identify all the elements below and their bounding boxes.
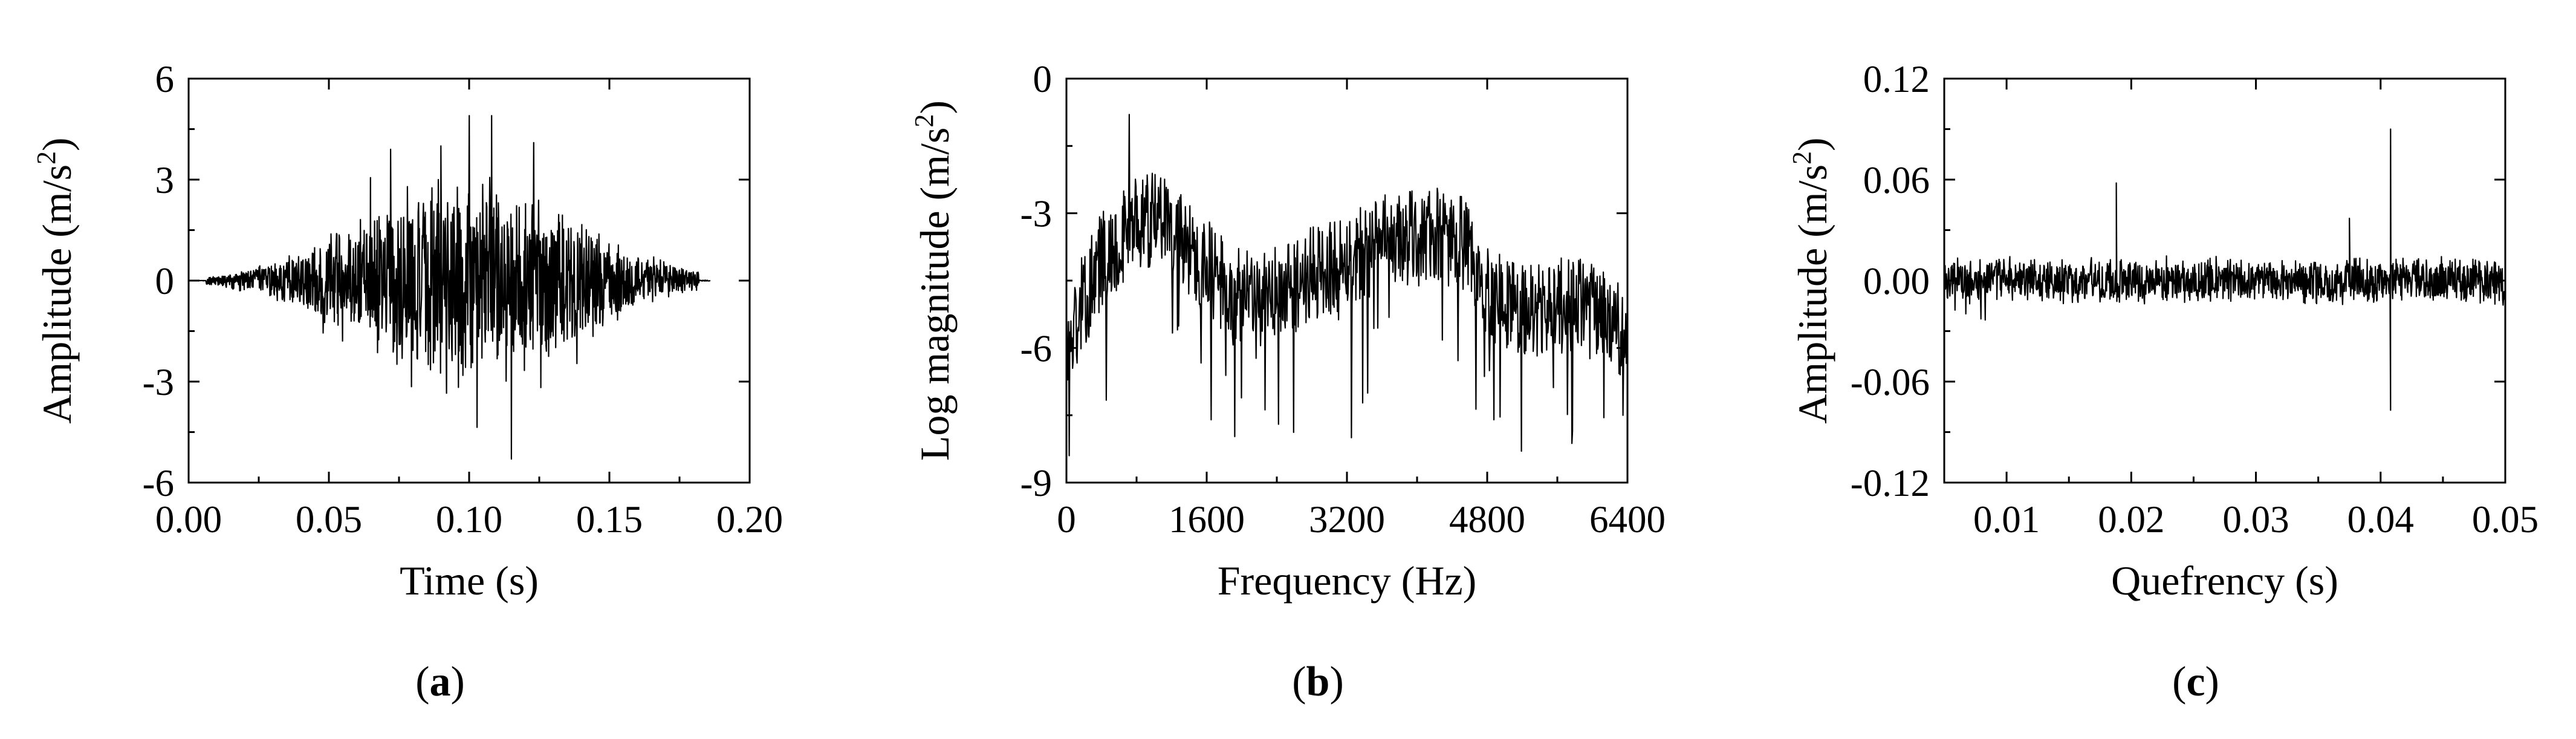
x-axis-label: Quefrency (s)	[2111, 558, 2338, 604]
x-tick-label: 0.05	[2472, 498, 2539, 541]
panel-label-letter: a	[430, 659, 451, 705]
panel-label: (c)	[2172, 659, 2219, 705]
x-tick-label: 4800	[1449, 498, 1525, 541]
y-axis-label-text: Amplitude (m/s	[1789, 164, 1835, 424]
x-tick-label: 0.10	[436, 498, 502, 541]
y-tick-label: 3	[155, 159, 175, 201]
x-tick-label: 0.05	[296, 498, 362, 541]
y-tick-label: 0.06	[1863, 159, 1930, 201]
x-tick-label: 0	[1057, 498, 1076, 541]
x-tick-label: 3200	[1309, 498, 1385, 541]
x-axis-label: Frequency (Hz)	[1218, 558, 1477, 604]
panel-label-letter: c	[2186, 659, 2205, 705]
x-tick-label: 0.02	[2098, 498, 2164, 541]
y-axis-label: Amplitude (m/s2)	[1787, 137, 1835, 423]
y-axis-label-close: )	[912, 100, 958, 114]
x-tick-label: 0.04	[2347, 498, 2414, 541]
y-axis-label-close: )	[34, 137, 80, 151]
panel-label: (b)	[1292, 659, 1344, 705]
y-axis-label-text: Log magnitude (m/s	[912, 128, 958, 461]
panel-a: 0.00 0.05 0.10 0.15 0.20 -6 -3 0 3 6 Time (s) Ampli…	[31, 58, 783, 705]
y-axis-label-superscript: 2	[909, 114, 939, 128]
y-tick-label: -0.06	[1851, 361, 1930, 403]
y-tick-label: -9	[1020, 462, 1052, 504]
y-tick-label: -0.12	[1851, 462, 1930, 504]
y-axis-label-superscript: 2	[31, 151, 61, 164]
y-axis-label-superscript: 2	[1787, 151, 1817, 164]
y-tick-label: 6	[155, 58, 175, 100]
y-axis-label: Log magnitude (m/s2)	[909, 100, 958, 461]
y-tick-label: -6	[1020, 327, 1052, 370]
series-line	[1065, 114, 1629, 457]
y-axis-label-close: )	[1789, 137, 1835, 151]
y-tick-label: -3	[1020, 193, 1052, 235]
y-axis-label: Amplitude (m/s2)	[31, 137, 80, 423]
panel-b: 0 1600 3200 4800 6400 -9 -6 -3 0 Frequency (Hz) Lo…	[909, 58, 1666, 705]
x-axis-label: Time (s)	[400, 558, 539, 604]
panel-label: (a)	[415, 659, 465, 705]
series-line	[1943, 128, 2506, 411]
panel-label-letter: b	[1306, 659, 1330, 705]
panel-c: 0.01 0.02 0.03 0.04 0.05 -0.12 -0.06 0.00 0.06 0.…	[1787, 58, 2539, 705]
y-tick-label: 0	[155, 260, 175, 302]
x-tick-label: 6400	[1589, 498, 1666, 541]
x-tick-label: 1600	[1169, 498, 1245, 541]
y-tick-label: 0	[1033, 58, 1053, 100]
x-tick-label: 0.01	[1973, 498, 2040, 541]
y-tick-label: 0.00	[1863, 260, 1930, 302]
x-tick-label: 0.20	[716, 498, 783, 541]
x-tick-label: 0.03	[2222, 498, 2289, 541]
y-axis-label-text: Amplitude (m/s	[34, 164, 80, 424]
series-line	[188, 115, 711, 460]
y-tick-label: -3	[143, 361, 174, 403]
x-tick-label: 0.15	[576, 498, 643, 541]
x-tick-label: 0.00	[155, 498, 222, 541]
y-tick-label: -6	[143, 462, 174, 504]
y-tick-label: 0.12	[1863, 58, 1930, 100]
